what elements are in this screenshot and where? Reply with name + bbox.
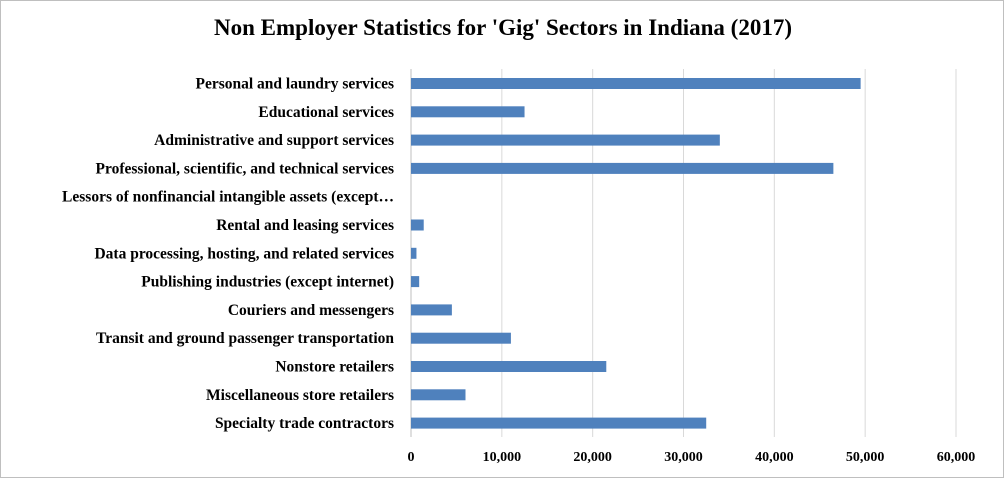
bar [411, 78, 861, 89]
category-label: Nonstore retailers [275, 359, 394, 376]
bar [411, 219, 424, 231]
category-label: Rental and leasing services [216, 217, 394, 234]
bar [411, 276, 420, 288]
category-label: Transit and ground passenger transportat… [96, 330, 394, 347]
bar [411, 134, 720, 146]
x-tick-label: 20,000 [573, 450, 612, 465]
x-tick-label: 50,000 [846, 450, 885, 465]
category-label: Miscellaneous store retailers [206, 387, 394, 404]
x-tick-label: 10,000 [483, 450, 522, 465]
bar [411, 332, 511, 344]
x-tick-label: 0 [408, 450, 415, 465]
category-label: Publishing industries (except internet) [141, 274, 394, 291]
category-label: Specialty trade contractors [215, 415, 394, 432]
bar [411, 162, 834, 174]
bar [411, 247, 417, 259]
category-label: Professional, scientific, and technical … [96, 160, 394, 177]
category-label: Educational services [258, 104, 394, 121]
category-label: Couriers and messengers [228, 302, 394, 319]
category-label: Personal and laundry services [196, 76, 395, 93]
bar [411, 304, 452, 316]
bar [411, 389, 466, 401]
category-label: Administrative and support services [154, 132, 394, 149]
bar [411, 417, 707, 429]
category-label: Lessors of nonfinancial intangible asset… [62, 189, 394, 206]
bar [411, 106, 525, 118]
bar [411, 361, 607, 372]
x-tick-label: 40,000 [755, 450, 794, 465]
x-tick-label: 60,000 [937, 450, 976, 465]
chart-title: Non Employer Statistics for 'Gig' Sector… [214, 15, 792, 40]
category-label: Data processing, hosting, and related se… [94, 245, 394, 262]
x-tick-label: 30,000 [664, 450, 703, 465]
